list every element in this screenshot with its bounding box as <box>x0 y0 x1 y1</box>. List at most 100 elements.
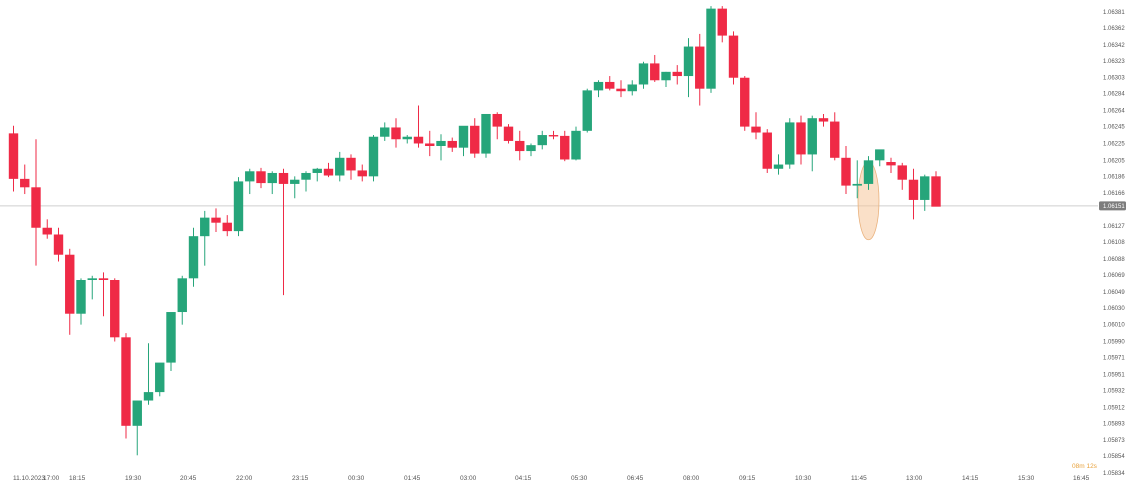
candle[interactable] <box>233 177 244 237</box>
candle[interactable] <box>492 112 502 140</box>
candle[interactable] <box>740 76 750 131</box>
candle[interactable] <box>773 154 784 175</box>
candle[interactable] <box>661 71 671 88</box>
candle-body <box>346 157 356 171</box>
price-tick-label: 1.06245 <box>1103 125 1125 131</box>
candle[interactable] <box>155 362 165 397</box>
candle[interactable] <box>380 122 390 141</box>
candle[interactable] <box>391 118 401 148</box>
candle[interactable] <box>920 174 930 211</box>
candle[interactable] <box>65 248 75 335</box>
candle[interactable] <box>830 112 840 161</box>
candle[interactable] <box>897 162 907 190</box>
candle[interactable] <box>301 171 311 192</box>
candle[interactable] <box>672 65 682 85</box>
candle[interactable] <box>638 61 649 89</box>
candle[interactable] <box>256 167 266 189</box>
candle[interactable] <box>841 146 851 195</box>
candle[interactable] <box>683 38 694 98</box>
price-tick-label: 1.06205 <box>1103 158 1125 164</box>
candle[interactable] <box>8 125 19 192</box>
candle[interactable] <box>537 130 547 150</box>
candle[interactable] <box>143 343 154 405</box>
candle[interactable] <box>751 112 761 140</box>
candle[interactable] <box>863 156 874 190</box>
price-axis[interactable]: 1.06381 1.06362 1.06342 1.06323 1.06303 1.062… <box>1103 10 1125 477</box>
candle[interactable] <box>582 88 592 133</box>
candle[interactable] <box>931 171 941 207</box>
candle[interactable] <box>346 154 356 180</box>
candle[interactable] <box>425 130 435 157</box>
candle[interactable] <box>785 118 795 169</box>
candle[interactable] <box>278 168 289 296</box>
candle[interactable] <box>188 227 199 287</box>
candle[interactable] <box>908 168 919 220</box>
candle[interactable] <box>98 272 109 317</box>
candle[interactable] <box>132 400 142 456</box>
candle[interactable] <box>402 135 412 144</box>
candle[interactable] <box>852 160 862 199</box>
candle[interactable] <box>222 215 232 237</box>
candle[interactable] <box>121 333 131 439</box>
candle-body <box>841 157 851 186</box>
candle[interactable] <box>796 115 806 165</box>
candle-body <box>436 140 446 147</box>
candle[interactable] <box>290 176 300 199</box>
candle[interactable] <box>875 149 885 167</box>
candle[interactable] <box>458 125 469 157</box>
candle[interactable] <box>166 312 176 372</box>
time-tick-label: 03:00 <box>460 475 477 482</box>
candle[interactable] <box>31 139 41 266</box>
candle[interactable] <box>357 164 367 182</box>
candle[interactable] <box>526 143 536 157</box>
candle[interactable] <box>706 6 716 93</box>
candle[interactable] <box>267 171 277 195</box>
candle-body <box>267 172 277 184</box>
candle-body <box>323 168 334 176</box>
candle[interactable] <box>335 151 345 182</box>
candle[interactable] <box>436 134 446 161</box>
time-tick-label: 00:30 <box>348 475 365 482</box>
candle[interactable] <box>807 115 817 172</box>
candle[interactable] <box>886 157 896 173</box>
candle[interactable] <box>110 278 120 342</box>
candle[interactable] <box>616 80 626 98</box>
candle[interactable] <box>42 219 52 239</box>
candle[interactable] <box>762 129 772 173</box>
price-tick-label: 1.05873 <box>1103 438 1125 444</box>
candle[interactable] <box>20 164 30 195</box>
candle[interactable] <box>245 168 255 195</box>
candle[interactable] <box>571 126 581 161</box>
candle[interactable] <box>481 113 491 158</box>
time-tick-label: 10:30 <box>795 475 812 482</box>
candle[interactable] <box>503 124 514 144</box>
candle[interactable] <box>548 130 559 140</box>
candle[interactable] <box>627 80 637 96</box>
candle[interactable] <box>323 162 334 178</box>
candle[interactable] <box>447 137 457 152</box>
candle[interactable] <box>87 275 97 300</box>
candle[interactable] <box>76 278 86 325</box>
candle[interactable] <box>413 105 424 148</box>
candle[interactable] <box>695 33 705 106</box>
candle[interactable] <box>728 31 739 85</box>
candle[interactable] <box>53 227 64 262</box>
candle[interactable] <box>605 76 615 91</box>
candle-body <box>830 121 840 158</box>
candle[interactable] <box>650 54 660 82</box>
candle-body <box>76 280 86 314</box>
price-tick-label: 1.06069 <box>1103 273 1125 279</box>
candle[interactable] <box>470 118 480 158</box>
candle[interactable] <box>368 135 379 182</box>
candle[interactable] <box>818 113 829 127</box>
candle[interactable] <box>593 80 604 98</box>
candle-body <box>785 122 795 165</box>
candle[interactable] <box>177 275 187 325</box>
candle[interactable] <box>560 130 570 162</box>
candle[interactable] <box>717 6 727 43</box>
candle[interactable] <box>515 130 525 161</box>
candle[interactable] <box>211 208 221 232</box>
candle[interactable] <box>312 167 322 182</box>
candle[interactable] <box>200 210 210 266</box>
